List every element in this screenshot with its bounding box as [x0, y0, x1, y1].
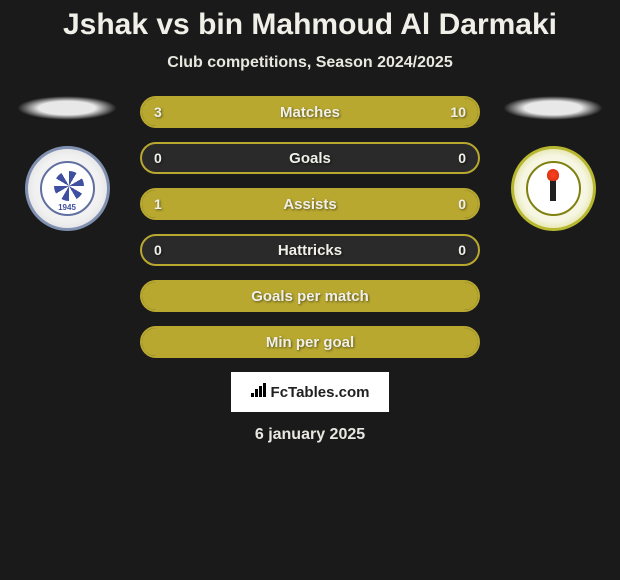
date-label: 6 january 2025: [255, 426, 365, 444]
torch-icon: [550, 177, 556, 201]
stat-fill-right: [219, 98, 478, 126]
stat-value-left: 0: [154, 150, 162, 166]
stat-row: 1 0 Assists: [140, 188, 480, 220]
stat-row: 0 0 Hattricks: [140, 234, 480, 266]
club-logo-right: [511, 146, 596, 231]
stat-value-left: 1: [154, 196, 162, 212]
main-content: 1945 310Matches00Goals10Assists00Hattric…: [0, 96, 620, 358]
stat-row: 0 0 Goals: [140, 142, 480, 174]
chart-icon: [251, 383, 267, 402]
stat-label: Goals: [289, 150, 331, 167]
stat-row: Goals per match: [140, 280, 480, 312]
stat-value-right: 0: [458, 196, 466, 212]
branding-text: FcTables.com: [271, 384, 370, 401]
player-left-column: 1945: [12, 96, 122, 231]
club-logo-left: 1945: [25, 146, 110, 231]
stat-row: 3 10 Matches: [140, 96, 480, 128]
stat-value-right: 0: [458, 242, 466, 258]
club-logo-left-inner: 1945: [40, 161, 95, 216]
player-right-column: [498, 96, 608, 231]
stat-value-right: 10: [450, 104, 466, 120]
club-logo-left-year: 1945: [58, 203, 76, 212]
stats-column: 310Matches00Goals10Assists00HattricksGoa…: [140, 96, 480, 358]
stat-label: Hattricks: [278, 242, 342, 259]
stat-value-left: 0: [154, 242, 162, 258]
stat-value-right: 0: [458, 150, 466, 166]
branding-badge: FcTables.com: [231, 372, 389, 412]
stat-value-left: 3: [154, 104, 162, 120]
stat-row: Min per goal: [140, 326, 480, 358]
stat-label: Matches: [280, 104, 340, 121]
stat-label: Assists: [283, 196, 336, 213]
page-title: Jshak vs bin Mahmoud Al Darmaki: [63, 8, 557, 42]
player-left-silhouette: [17, 96, 117, 120]
club-logo-right-inner: [526, 161, 581, 216]
stat-label: Min per goal: [266, 334, 354, 351]
stat-label: Goals per match: [251, 288, 369, 305]
subtitle: Club competitions, Season 2024/2025: [167, 54, 452, 72]
player-right-silhouette: [503, 96, 603, 120]
